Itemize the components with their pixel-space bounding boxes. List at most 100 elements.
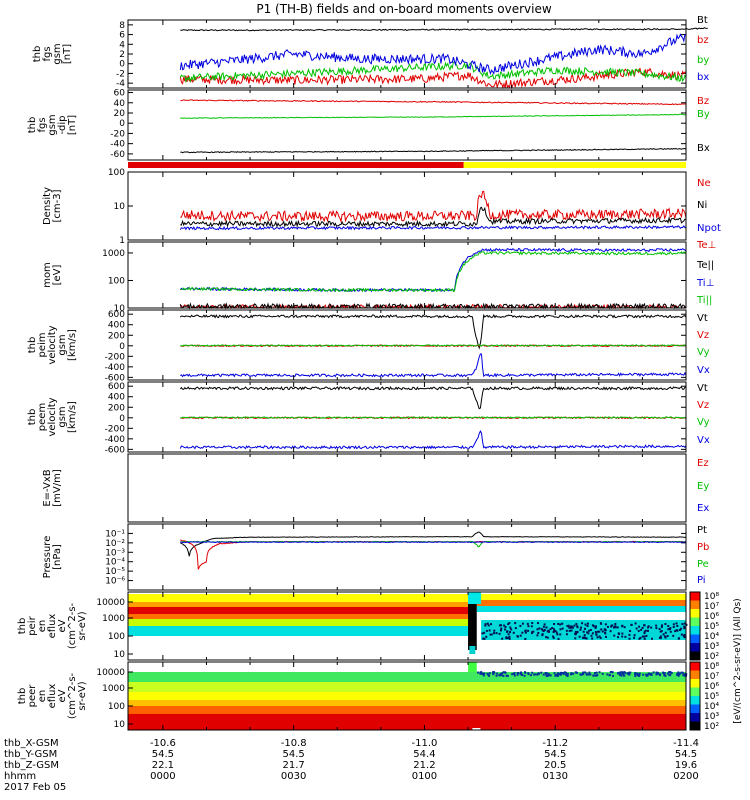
spec-band — [476, 594, 686, 600]
panel-ylabel: thbpeirenefluxeV(cm^2-s-sr-eV) — [17, 602, 88, 649]
spec-pixel — [516, 673, 519, 676]
spec-pixel — [514, 627, 517, 630]
spec-pixel — [683, 673, 686, 676]
spec-pixel — [623, 671, 626, 674]
spec-pixel — [519, 634, 522, 637]
spec-pixel — [619, 671, 622, 674]
series-line-Ti — [180, 250, 687, 293]
spec-pixel — [536, 628, 539, 631]
spec-pixel — [683, 625, 686, 628]
legend-label-Vz: Vz — [697, 400, 709, 411]
legend-label-Pt: Pt — [697, 525, 707, 536]
y-tick-label: 100 — [108, 276, 125, 286]
spec-pixel — [585, 637, 588, 640]
legend-label-Bt: Bt — [697, 15, 708, 26]
spec-pixel — [493, 629, 496, 632]
spec-pixel — [498, 632, 501, 635]
spec-pixel — [523, 674, 526, 677]
legend-label-bz: bz — [697, 35, 709, 46]
ephemeris-row-label: hhmm — [4, 771, 36, 782]
ylabel-line: gsm — [57, 334, 68, 355]
colorbar-swatch — [690, 679, 700, 688]
panel-ylabel: Pressure[nPa] — [42, 536, 63, 579]
y-tick-label: 0 — [119, 342, 125, 352]
spec-pixel — [499, 629, 502, 632]
colorbar-swatch — [690, 687, 700, 697]
spec-pixel — [579, 628, 582, 631]
spec-pixel — [524, 631, 527, 634]
y-tick-label: -4 — [116, 79, 125, 89]
spec-pixel — [507, 623, 510, 626]
spec-pixel — [583, 627, 586, 630]
legend-label-Bz: Bz — [697, 96, 709, 107]
panel-frame — [127, 241, 687, 309]
legend-label-Ey: Ey — [697, 481, 709, 492]
spec-pixel — [611, 624, 614, 627]
spec-pixel — [526, 622, 529, 625]
ephemeris-value: 19.6 — [675, 760, 697, 771]
spec-pixel — [634, 674, 637, 677]
spec-pixel — [629, 671, 632, 674]
spec-pixel — [636, 672, 639, 675]
spec-pixel — [537, 672, 540, 675]
legend-label-Vy: Vy — [697, 417, 710, 428]
spec-pixel — [672, 623, 675, 626]
spec-pixel — [553, 629, 556, 632]
colorbar-swatch — [690, 634, 700, 644]
spec-pixel — [662, 671, 665, 674]
spec-pixel — [595, 633, 598, 636]
spec-pixel — [650, 637, 653, 640]
spec-pixel — [521, 631, 524, 634]
colorbar-tick: 10⁴ — [704, 632, 719, 642]
series-line-Bx — [180, 147, 687, 154]
spec-pixel — [508, 622, 511, 625]
spec-pixel — [610, 625, 613, 628]
colorbar-swatch — [690, 713, 700, 722]
spec-pixel — [633, 636, 636, 639]
spec-pixel — [502, 674, 505, 677]
series-line-Ni — [180, 206, 687, 229]
y-tick-label: 600 — [108, 382, 125, 392]
panel-3: Density[cm-3] 100 10 1 — [42, 168, 687, 246]
spec-pixel — [574, 630, 577, 633]
spec-pixel — [511, 673, 514, 676]
colorbar-label: [eV/(cm^2-s-sr-eV)] (All Qs) — [733, 598, 743, 723]
spec-pixel — [556, 633, 559, 636]
spec-pixel — [578, 635, 581, 638]
spec-pixel — [563, 671, 566, 674]
spec-pixel — [664, 622, 667, 625]
spec-pixel — [565, 629, 568, 632]
spec-pixel — [477, 671, 480, 674]
spec-pixel — [530, 625, 533, 628]
spec-pixel — [481, 632, 484, 635]
spec-burst — [468, 604, 477, 650]
spec-pixel — [584, 637, 587, 640]
spec-pixel — [557, 637, 560, 640]
ephemeris-value: -10.6 — [150, 738, 176, 749]
spec-pixel — [508, 635, 511, 638]
ephemeris-row-label: thb_Z-GSM — [4, 760, 59, 771]
series-line-Te — [179, 302, 687, 310]
spec-pixel — [590, 634, 593, 637]
spec-pixel — [490, 623, 493, 626]
spec-pixel — [638, 637, 641, 640]
spec-pixel — [645, 674, 648, 677]
ephemeris-value: 54.5 — [544, 749, 566, 760]
legend-label-By: By — [697, 109, 710, 120]
spec-pixel — [670, 671, 673, 674]
spec-pixel — [639, 636, 642, 639]
spec-pixel — [613, 634, 616, 637]
spec-pixel — [531, 622, 534, 625]
spec-pixel — [569, 673, 572, 676]
spec-pixel — [556, 673, 559, 676]
spec-pixel — [530, 674, 533, 677]
spec-pixel — [657, 672, 660, 675]
legend-label-Te: Te|| — [696, 260, 714, 271]
spec-pixel — [680, 671, 683, 674]
spec-pixel — [630, 623, 633, 626]
colorbar-swatch — [690, 592, 700, 601]
spec-pixel — [659, 630, 662, 633]
spectrogram — [128, 662, 688, 731]
spec-pixel — [504, 628, 507, 631]
y-tick-label: -60 — [110, 150, 125, 160]
